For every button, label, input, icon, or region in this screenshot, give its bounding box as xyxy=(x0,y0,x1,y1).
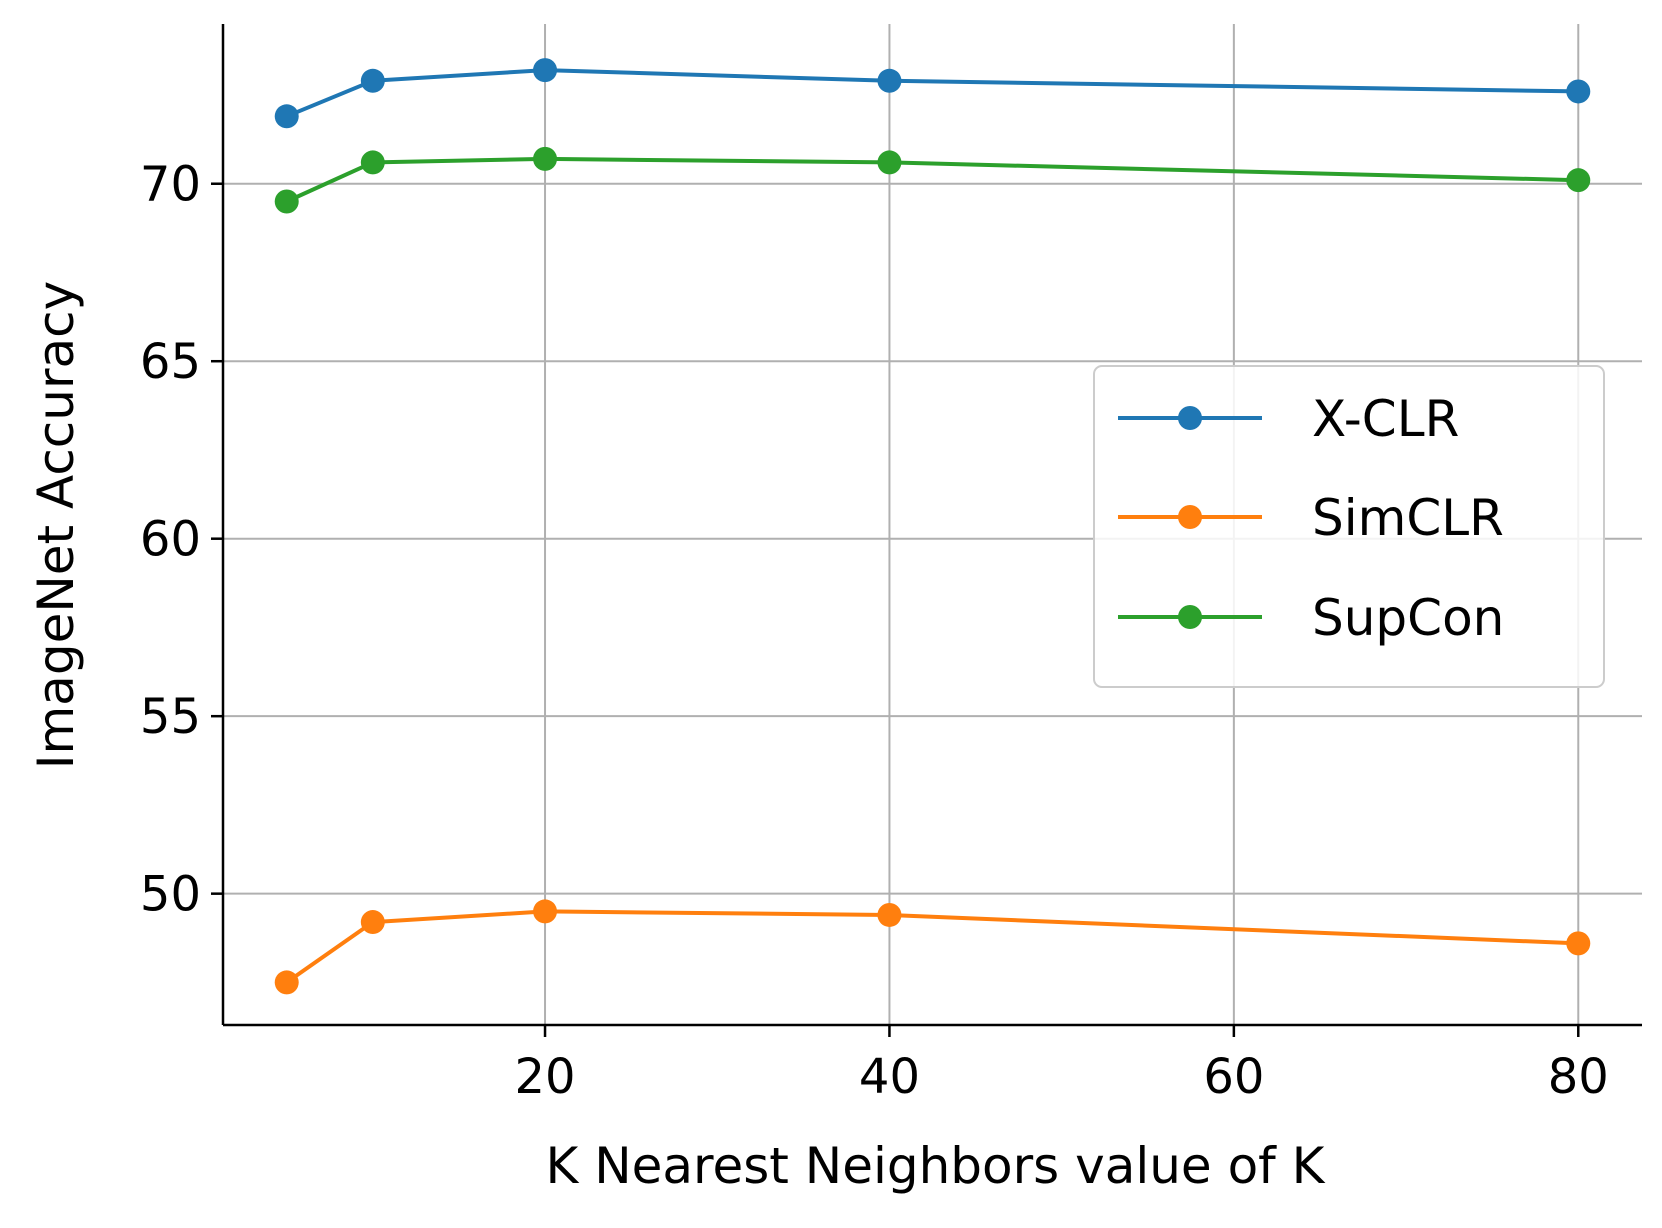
legend-swatch-marker xyxy=(1178,605,1202,629)
x-tick-label: 40 xyxy=(859,1049,920,1105)
data-point xyxy=(877,150,902,175)
data-point xyxy=(274,189,299,214)
legend: X-CLR SimCLR SupCon xyxy=(1093,365,1605,688)
data-point xyxy=(877,68,902,93)
y-tick-label: 60 xyxy=(140,512,201,568)
data-point xyxy=(877,902,902,927)
data-point xyxy=(360,68,385,93)
data-point xyxy=(274,970,299,995)
y-tick-label: 50 xyxy=(140,867,201,923)
series-line xyxy=(285,909,1579,985)
data-point xyxy=(1566,931,1591,956)
data-point xyxy=(1566,79,1591,104)
legend-item: SupCon xyxy=(1118,589,1504,647)
data-point xyxy=(533,146,558,171)
legend-label: X-CLR xyxy=(1312,390,1459,448)
grid-layer xyxy=(223,24,1642,1025)
legend-item: X-CLR xyxy=(1118,390,1459,448)
series-line xyxy=(285,68,1579,119)
legend-label: SimCLR xyxy=(1312,489,1504,547)
axes-layer xyxy=(221,24,1642,1027)
y-tick-label: 70 xyxy=(140,157,201,213)
series-layer xyxy=(274,58,1591,995)
y-axis-label: ImageNet Accuracy xyxy=(27,281,85,770)
data-point xyxy=(360,150,385,175)
x-tick-label: 80 xyxy=(1548,1049,1609,1105)
x-tick-label: 20 xyxy=(514,1049,575,1105)
series-line xyxy=(285,156,1579,204)
data-point xyxy=(360,910,385,935)
ticks-layer: 20 40 60 80 50 55 60 65 70 xyxy=(140,157,1609,1105)
series-x-clr xyxy=(274,58,1591,129)
legend-swatch-marker xyxy=(1178,406,1202,430)
legend-swatch-marker xyxy=(1178,505,1202,529)
legend-frame xyxy=(1093,365,1605,688)
x-axis-label: K Nearest Neighbors value of K xyxy=(546,1137,1326,1195)
data-point xyxy=(533,899,558,924)
y-tick-label: 55 xyxy=(140,689,201,745)
legend-item: SimCLR xyxy=(1118,489,1504,547)
legend-label: SupCon xyxy=(1312,589,1504,647)
data-point xyxy=(1566,168,1591,193)
series-supcon xyxy=(274,146,1591,214)
series-simclr xyxy=(274,899,1591,995)
data-point xyxy=(533,58,558,83)
y-tick-label: 65 xyxy=(140,334,201,390)
data-point xyxy=(274,104,299,129)
x-tick-label: 60 xyxy=(1203,1049,1264,1105)
